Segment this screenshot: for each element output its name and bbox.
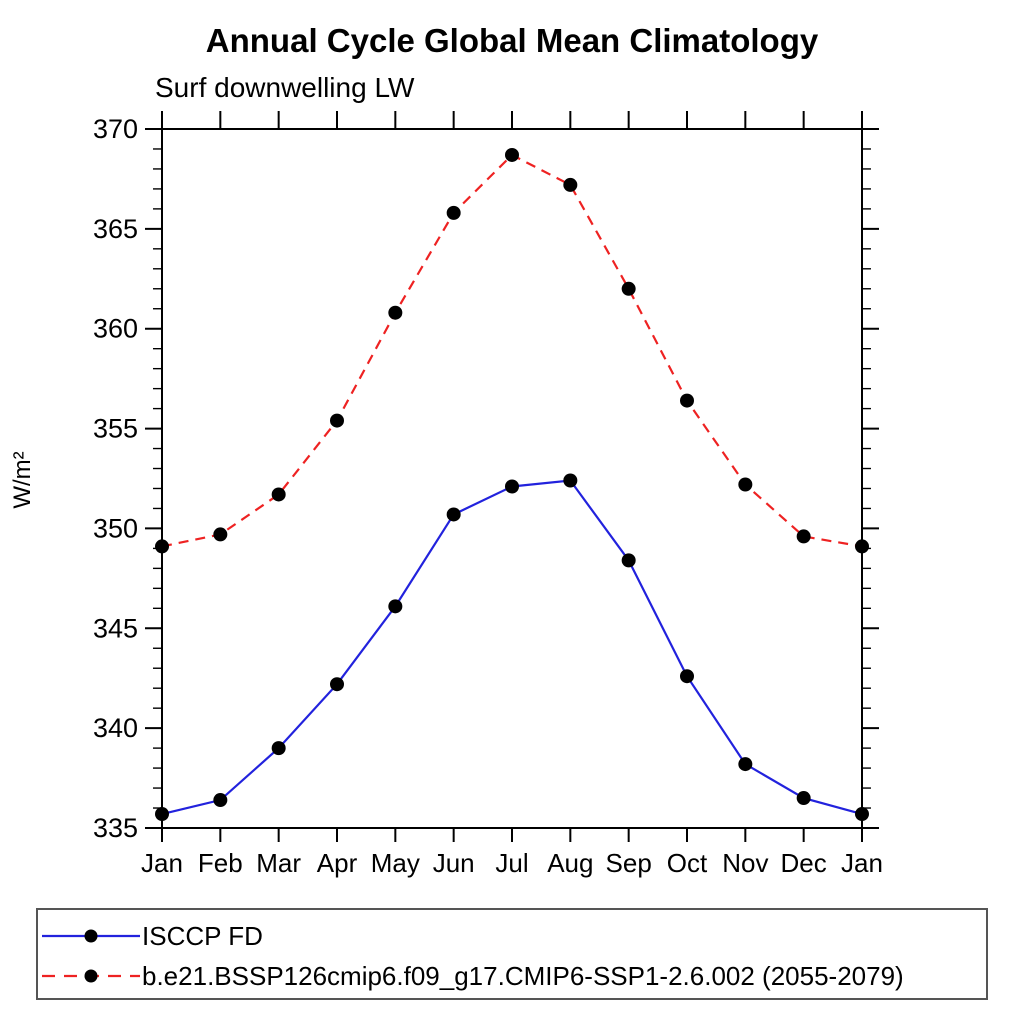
x-axis-tick-label: Jun — [433, 848, 475, 878]
x-axis-tick-label: Jan — [841, 848, 883, 878]
data-point-marker — [796, 791, 811, 806]
data-point-marker — [621, 281, 636, 296]
data-point-marker — [446, 507, 461, 522]
y-axis-tick-label: 335 — [93, 813, 138, 843]
data-point-marker — [563, 473, 578, 488]
data-point-marker — [271, 741, 286, 756]
x-axis-tick-label: Oct — [667, 848, 708, 878]
chart-title: Annual Cycle Global Mean Climatology — [205, 22, 819, 59]
data-point-marker — [330, 413, 344, 428]
data-point-marker — [505, 479, 519, 494]
x-axis-tick-label: Mar — [256, 848, 301, 878]
data-point-marker — [271, 487, 286, 502]
x-axis-tick-label: Aug — [547, 848, 593, 878]
x-axis-tick-label: May — [371, 848, 420, 878]
series-line-0 — [161, 479, 863, 816]
y-axis-tick-label: 370 — [93, 114, 138, 144]
x-axis-tick-label: Sep — [606, 848, 652, 878]
x-axis-tick-label: Jan — [141, 848, 183, 878]
y-axis-tick-label: 345 — [93, 613, 138, 643]
chart-subtitle: Surf downwelling LW — [155, 72, 415, 103]
data-point-marker — [796, 529, 811, 544]
legend-label-model: b.e21.BSSP126cmip6.f09_g17.CMIP6-SSP1-2.… — [142, 961, 904, 991]
legend-box: ISCCP FD b.e21.BSSP126cmip6.f09_g17.CMIP… — [36, 908, 988, 1000]
legend-sample-line-solid — [42, 929, 140, 943]
chart-plot-area: 335 340 345 350 355 360 365 370 Jan Feb Mar Apr May J… — [93, 111, 883, 878]
data-point-marker — [621, 553, 636, 568]
data-point-marker — [563, 177, 578, 192]
data-point-marker — [330, 677, 344, 692]
data-point-marker — [388, 305, 403, 320]
y-axis-tick-label: 350 — [93, 513, 138, 543]
data-point-marker — [738, 757, 753, 772]
x-axis-tick-label: Nov — [722, 848, 768, 878]
data-point-marker — [680, 393, 694, 408]
y-axis-tick-label: 340 — [93, 713, 138, 743]
data-point-marker — [213, 793, 228, 808]
y-axis-tick-label: 355 — [93, 414, 138, 444]
data-point-marker — [855, 539, 869, 554]
data-point-marker — [388, 599, 403, 614]
data-point-marker — [213, 527, 228, 542]
data-point-marker — [155, 807, 169, 822]
data-point-marker — [738, 477, 753, 492]
y-axis-tick-label: 360 — [93, 314, 138, 344]
data-point-marker — [855, 807, 869, 822]
legend-item-model: b.e21.BSSP126cmip6.f09_g17.CMIP6-SSP1-2.… — [40, 956, 904, 996]
data-point-marker — [446, 205, 461, 220]
data-point-marker — [505, 147, 519, 162]
x-axis-tick-label: Feb — [198, 848, 243, 878]
data-point-marker — [155, 539, 169, 554]
data-point-marker — [680, 669, 694, 684]
x-axis-tick-label: Apr — [317, 848, 358, 878]
legend-item-isccp-fd: ISCCP FD — [40, 916, 263, 956]
legend-sample-line-dashed — [42, 969, 140, 983]
legend-label-isccp-fd: ISCCP FD — [142, 921, 263, 951]
plot-border — [161, 128, 863, 829]
x-axis-tick-label: Jul — [495, 848, 528, 878]
x-axis-tick-label: Dec — [781, 848, 827, 878]
y-axis-tick-label: 365 — [93, 214, 138, 244]
